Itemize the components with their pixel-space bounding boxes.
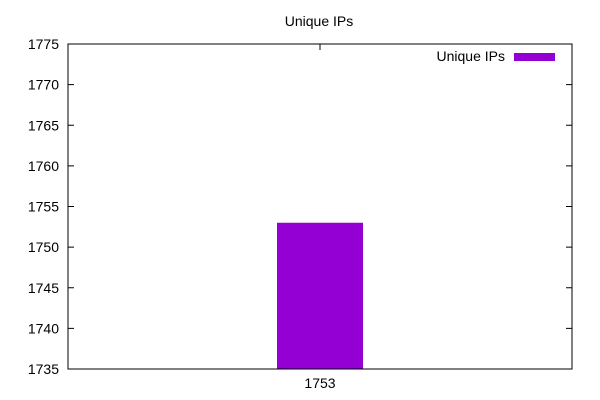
y-tick-label: 1765 <box>28 117 59 133</box>
legend-swatch <box>514 53 555 61</box>
y-tick-label: 1745 <box>28 280 59 296</box>
chart-title: Unique IPs <box>285 13 353 29</box>
legend-label: Unique IPs <box>437 48 505 64</box>
legend: Unique IPs <box>437 48 555 64</box>
y-tick-label: 1750 <box>28 239 59 255</box>
plot-frame <box>67 43 573 370</box>
y-tick-label: 1760 <box>28 158 59 174</box>
bar <box>277 222 363 369</box>
x-tick-label: 1753 <box>304 375 335 391</box>
y-axis-ticks: 1735 1740 1745 1750 1755 1760 1765 1770 1775 <box>28 36 572 377</box>
y-tick-label: 1755 <box>28 199 59 215</box>
y-tick-label: 1735 <box>28 361 59 377</box>
bars <box>277 222 363 369</box>
y-tick-label: 1740 <box>28 320 59 336</box>
x-axis-ticks: 1753 <box>304 44 336 391</box>
y-tick-label: 1775 <box>28 36 59 52</box>
y-tick-label: 1770 <box>28 77 59 93</box>
